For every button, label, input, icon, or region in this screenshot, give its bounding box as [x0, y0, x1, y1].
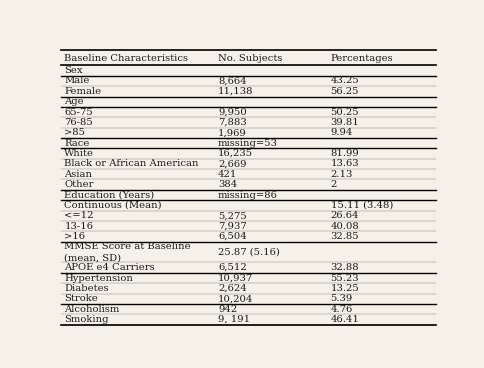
Text: 81.99: 81.99: [331, 149, 359, 158]
Text: 13-16: 13-16: [64, 222, 93, 231]
Text: <=12: <=12: [64, 211, 94, 220]
Text: 942: 942: [218, 305, 237, 314]
Text: Asian: Asian: [64, 170, 92, 179]
Text: 384: 384: [218, 180, 237, 189]
Text: Baseline Characteristics: Baseline Characteristics: [64, 54, 188, 63]
Text: Female: Female: [64, 87, 101, 96]
Text: 25.87 (5.16): 25.87 (5.16): [218, 248, 280, 256]
Text: 9,950: 9,950: [218, 107, 247, 117]
Text: Percentages: Percentages: [331, 54, 393, 63]
Text: White: White: [64, 149, 94, 158]
Text: 10,937: 10,937: [218, 273, 253, 283]
Text: Education (Years): Education (Years): [64, 191, 154, 199]
Text: Black or African American: Black or African American: [64, 159, 199, 169]
Text: missing=53: missing=53: [218, 139, 278, 148]
Text: 2,669: 2,669: [218, 159, 246, 169]
Text: 76-85: 76-85: [64, 118, 93, 127]
Text: Stroke: Stroke: [64, 294, 98, 303]
Text: 13.63: 13.63: [331, 159, 359, 169]
Text: 65-75: 65-75: [64, 107, 93, 117]
Text: 15.11 (3.48): 15.11 (3.48): [331, 201, 393, 210]
Text: Male: Male: [64, 77, 90, 85]
Text: Hypertension: Hypertension: [64, 273, 133, 283]
Text: Age: Age: [64, 97, 84, 106]
Text: 5,275: 5,275: [218, 211, 247, 220]
Text: 6,512: 6,512: [218, 263, 247, 272]
Text: 40.08: 40.08: [331, 222, 359, 231]
Text: 32.85: 32.85: [331, 232, 359, 241]
Text: 5.39: 5.39: [331, 294, 353, 303]
Text: 7,883: 7,883: [218, 118, 247, 127]
Text: 32.88: 32.88: [331, 263, 359, 272]
Text: 16,235: 16,235: [218, 149, 253, 158]
Text: 55.23: 55.23: [331, 273, 359, 283]
Text: 6,504: 6,504: [218, 232, 247, 241]
Text: >85: >85: [64, 128, 85, 137]
Text: Alcoholism: Alcoholism: [64, 305, 120, 314]
Text: Other: Other: [64, 180, 94, 189]
Text: 421: 421: [218, 170, 238, 179]
Text: 50.25: 50.25: [331, 107, 359, 117]
Text: Sex: Sex: [64, 66, 83, 75]
Text: 8,664: 8,664: [218, 77, 247, 85]
Text: No. Subjects: No. Subjects: [218, 54, 283, 63]
Text: >16: >16: [64, 232, 85, 241]
Text: 43.25: 43.25: [331, 77, 359, 85]
Text: Race: Race: [64, 139, 90, 148]
Text: Continuous (Mean): Continuous (Mean): [64, 201, 162, 210]
Text: MMSE Score at Baseline
(mean, SD): MMSE Score at Baseline (mean, SD): [64, 242, 191, 262]
Text: 56.25: 56.25: [331, 87, 359, 96]
Text: 2.13: 2.13: [331, 170, 353, 179]
Text: 11,138: 11,138: [218, 87, 254, 96]
Text: Smoking: Smoking: [64, 315, 109, 324]
Text: 13.25: 13.25: [331, 284, 359, 293]
Text: missing=86: missing=86: [218, 191, 278, 199]
Text: 9, 191: 9, 191: [218, 315, 250, 324]
Text: 7,937: 7,937: [218, 222, 247, 231]
Text: Diabetes: Diabetes: [64, 284, 109, 293]
Text: 4.76: 4.76: [331, 305, 353, 314]
Text: 2,624: 2,624: [218, 284, 247, 293]
Text: 10,204: 10,204: [218, 294, 254, 303]
Text: 2: 2: [331, 180, 337, 189]
Text: 9.94: 9.94: [331, 128, 353, 137]
Text: 39.81: 39.81: [331, 118, 359, 127]
Text: APOE e4 Carriers: APOE e4 Carriers: [64, 263, 155, 272]
Text: 46.41: 46.41: [331, 315, 360, 324]
Text: 1,969: 1,969: [218, 128, 247, 137]
Text: 26.64: 26.64: [331, 211, 359, 220]
